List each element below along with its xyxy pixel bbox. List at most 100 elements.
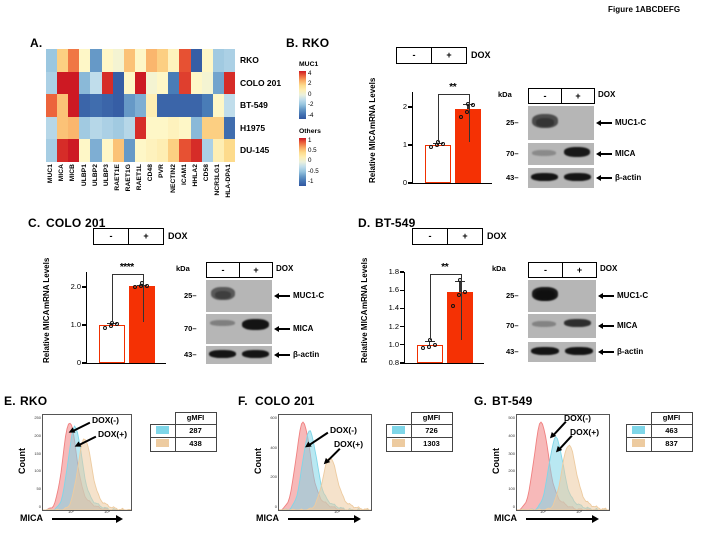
gmfi-table: gMFI 463 837	[626, 412, 693, 452]
blot-dox-minus: -	[543, 90, 547, 101]
x-axis-line	[86, 363, 166, 365]
dox-condition-box: - +	[412, 228, 483, 245]
flow-y-tick: 100	[34, 468, 41, 474]
flow-annotation-dox-minus: DOX(-)	[330, 425, 357, 435]
kda-marker: 43–	[506, 173, 519, 182]
kda-marker: 70–	[506, 321, 519, 330]
heatmap-column-label: HHLA2	[191, 164, 199, 187]
data-point	[426, 344, 431, 349]
heatmap-cell	[134, 49, 147, 72]
data-point	[420, 346, 425, 351]
figure-title: Figure 1ABCDEFG	[608, 5, 681, 14]
flow-y-tick: 100	[508, 486, 515, 492]
heatmap-cell	[57, 116, 69, 140]
heatmap-cell	[212, 139, 224, 162]
heatmap-row-label: DU-145	[240, 145, 270, 156]
dox-label: DOX	[471, 50, 491, 60]
data-point	[471, 102, 475, 107]
colorbar-tick: 0	[308, 157, 312, 165]
gmfi-color-swatch	[156, 439, 170, 448]
heatmap-column-label: ULBP3	[102, 164, 110, 187]
flow-y-tick: 50	[36, 486, 41, 492]
blot-strip	[206, 280, 272, 312]
dox-label: DOX	[168, 231, 188, 241]
heatmap-column-label: MICA	[58, 164, 66, 182]
blot-band	[209, 350, 236, 358]
data-point	[428, 144, 433, 149]
blot-band	[532, 321, 556, 327]
heatmap-cell	[68, 71, 80, 95]
flow-x-tick: 10²	[68, 509, 74, 514]
heatmap-cell	[146, 49, 158, 72]
y-tick-mark	[400, 307, 404, 310]
colorbar-title: MUC1	[299, 61, 319, 68]
bar-dox-plus	[455, 109, 481, 183]
flow-y-tick: 400	[508, 432, 515, 438]
significance-bracket	[429, 274, 462, 341]
blot-dox-box: - +	[206, 262, 273, 278]
panel-e-title: RKO	[20, 394, 48, 408]
flow-x-axis-arrowhead	[354, 514, 361, 523]
heatmap-cell	[146, 139, 158, 162]
heatmap-column-label: MUC1	[47, 164, 55, 184]
panel-c-western-blot: kDa - + DOX 25– MUC1-C 70– MICA 43– β-actin	[176, 262, 361, 372]
data-point	[440, 141, 445, 146]
heatmap-cell	[112, 49, 124, 72]
blot-pointer-arrow	[600, 325, 614, 327]
gmfi-table: gMFI 287 438	[150, 412, 217, 452]
gmfi-row: 726	[386, 423, 453, 439]
heatmap-cell	[201, 116, 213, 140]
colorbar-tick: 4	[308, 69, 312, 77]
gmfi-swatch-cell	[150, 423, 176, 439]
kda-marker: 70–	[184, 324, 197, 333]
blot-pointer-arrow	[600, 295, 614, 297]
heatmap-cell	[168, 116, 180, 140]
heatmap-column-label: NCR3LG1	[214, 164, 222, 196]
blot-arrow-head	[596, 174, 601, 181]
gmfi-header: gMFI	[174, 412, 217, 425]
bar-dox-minus	[98, 325, 125, 363]
y-tick-mark	[82, 362, 86, 364]
dox-minus-cell: -	[412, 50, 416, 60]
flow-annotation-dox-plus: DOX(+)	[334, 439, 364, 449]
heatmap-cell	[157, 49, 169, 72]
heatmap-row-label: RKO	[240, 55, 259, 66]
flow-annotation-dox-plus: DOX(+)	[570, 427, 600, 437]
heatmap-cell	[157, 139, 169, 162]
flow-y-tick: 0	[38, 504, 41, 509]
heatmap-cell	[190, 71, 202, 95]
panel-e-letter: E.	[4, 394, 16, 408]
y-tick-label: 2.0	[70, 282, 81, 292]
gmfi-header: gMFI	[650, 412, 693, 425]
colorbar-tick: -0.5	[308, 167, 319, 175]
heatmap-column-labels: MUC1 MICA MICB ULBP1 ULBP2 ULBP3 RAET1E RAET1G R…	[46, 164, 235, 208]
panel-f-flow-cytometry: Count 600 400 200 0 10³ MICA DOX(-) DOX(+) gMFI 7…	[234, 404, 469, 532]
gmfi-value: 463	[650, 423, 693, 439]
y-tick-mark	[408, 144, 412, 146]
heatmap-cell	[212, 49, 224, 72]
heatmap-cell	[201, 71, 213, 95]
heatmap-column-label: ULBP1	[80, 164, 88, 187]
flow-plot-area	[516, 414, 610, 511]
blot-pointer-arrow	[598, 153, 612, 155]
gmfi-color-swatch	[632, 425, 646, 434]
y-tick-mark	[400, 289, 404, 291]
kda-label: kDa	[176, 264, 190, 273]
colorbar-muc1: MUC1 4 2 0 -2 -4	[299, 61, 321, 119]
flow-y-axis-label: Count	[17, 448, 27, 475]
kda-marker: 43–	[506, 347, 519, 356]
blot-band	[531, 347, 559, 355]
heatmap-cell	[223, 94, 235, 117]
heatmap-cell	[223, 139, 235, 162]
flow-histogram	[517, 421, 609, 510]
flow-y-tick: 300	[508, 450, 515, 456]
gmfi-value: 438	[174, 437, 217, 452]
blot-band	[564, 173, 591, 181]
significance-marker: ****	[119, 262, 134, 273]
colorbar-tick: 0	[308, 90, 312, 98]
blot-band	[531, 173, 558, 181]
colorbar-gradient	[299, 70, 306, 119]
gmfi-value: 837	[650, 437, 693, 452]
panel-b-letter: B.	[286, 36, 299, 50]
flow-annotation-dox-minus: DOX(-)	[564, 413, 591, 423]
